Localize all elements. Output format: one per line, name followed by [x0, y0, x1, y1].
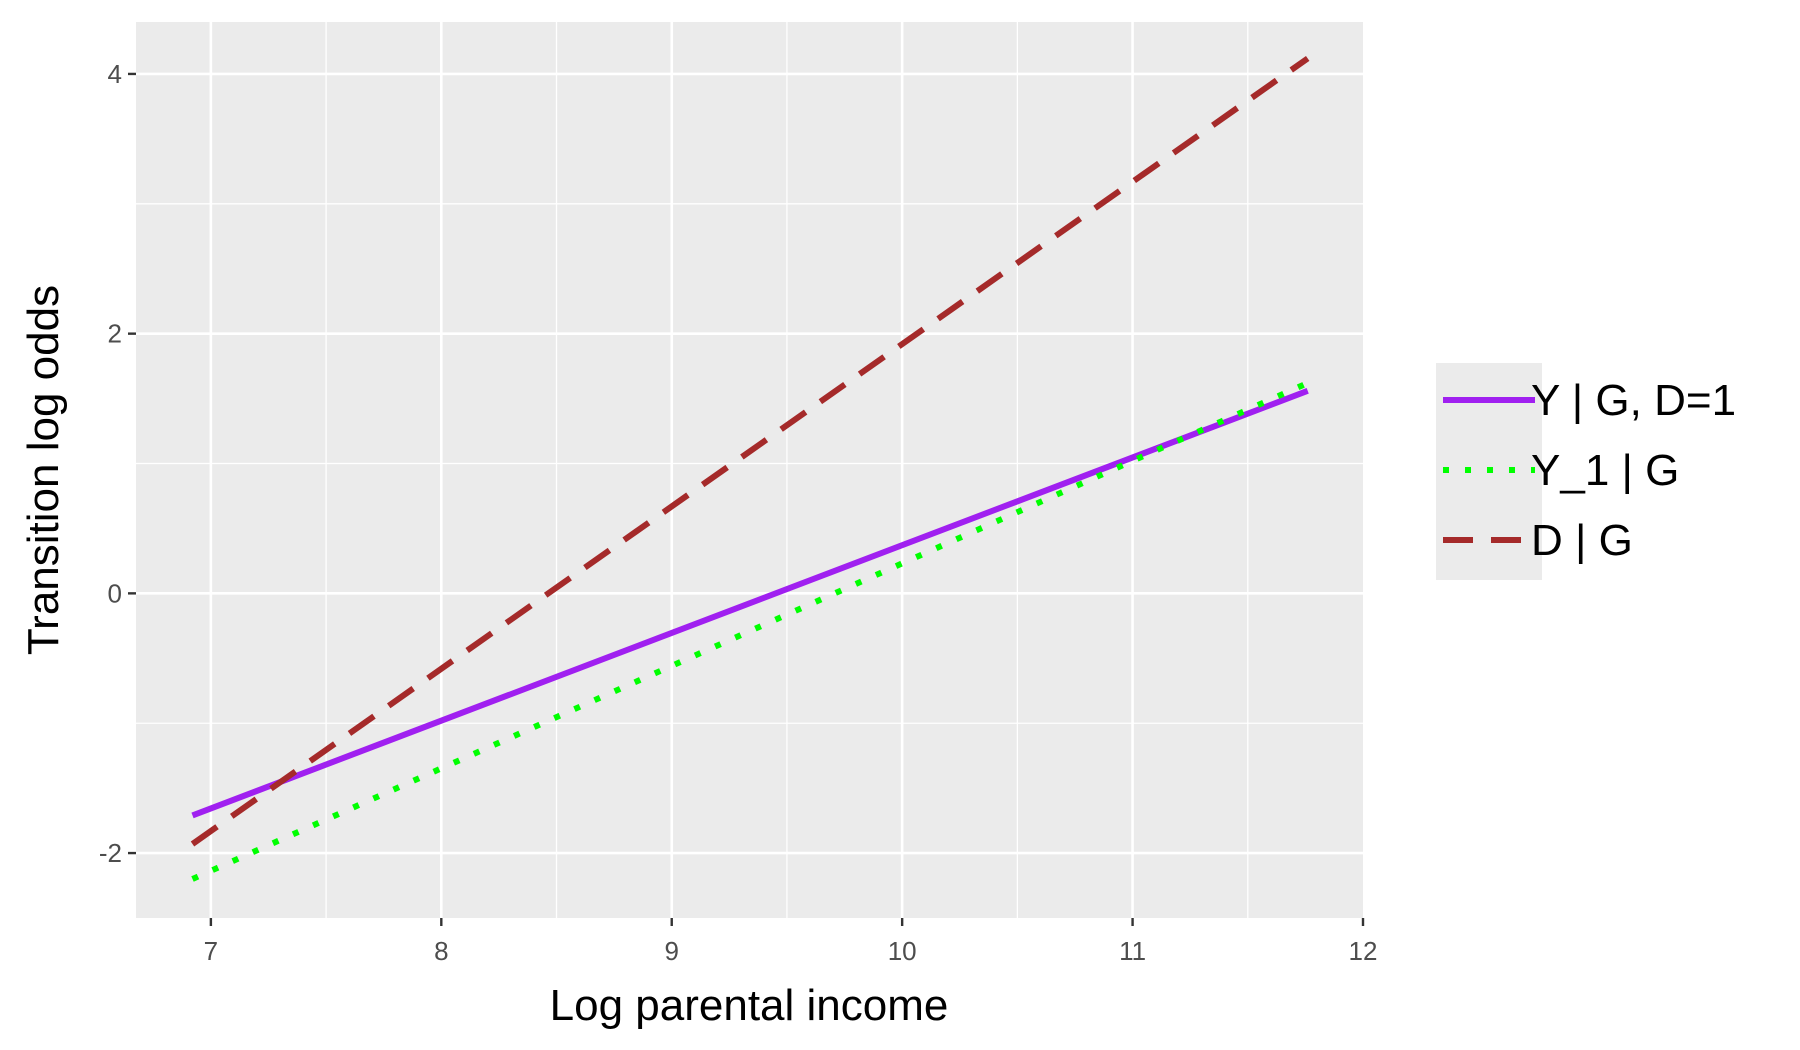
x-axis-title: Log parental income	[550, 981, 949, 1030]
legend-label-2: D | G	[1531, 516, 1633, 565]
y-axis-title: Transition log odds	[19, 285, 68, 655]
y-tick-label: 2	[108, 319, 122, 349]
series-layer	[190, 55, 1310, 882]
grid-minor	[136, 22, 1363, 918]
x-tick-label: 12	[1349, 936, 1378, 966]
x-tick-label: 11	[1119, 936, 1146, 966]
series-line-1	[191, 380, 1309, 882]
y-tick-label: 0	[108, 578, 122, 608]
legend-label-0: Y | G, D=1	[1531, 376, 1736, 425]
y-tick-label: -2	[99, 838, 122, 868]
series-line-0	[191, 387, 1309, 819]
series-line-2	[190, 55, 1310, 847]
y-tick-label: 4	[108, 59, 122, 89]
x-tick-label: 9	[664, 936, 678, 966]
legend: Y | G, D=1 Y_1 | G D | G	[1436, 363, 1736, 580]
x-tick-label: 8	[434, 936, 448, 966]
x-tick-label: 7	[204, 936, 218, 966]
plot-panel	[136, 22, 1363, 918]
grid-major	[136, 22, 1363, 918]
x-tick-label: 10	[888, 936, 917, 966]
y-axis: -2 0 2 4	[99, 59, 136, 868]
x-axis: 7 8 9 10 11 12	[204, 918, 1378, 966]
legend-label-1: Y_1 | G	[1531, 446, 1679, 495]
